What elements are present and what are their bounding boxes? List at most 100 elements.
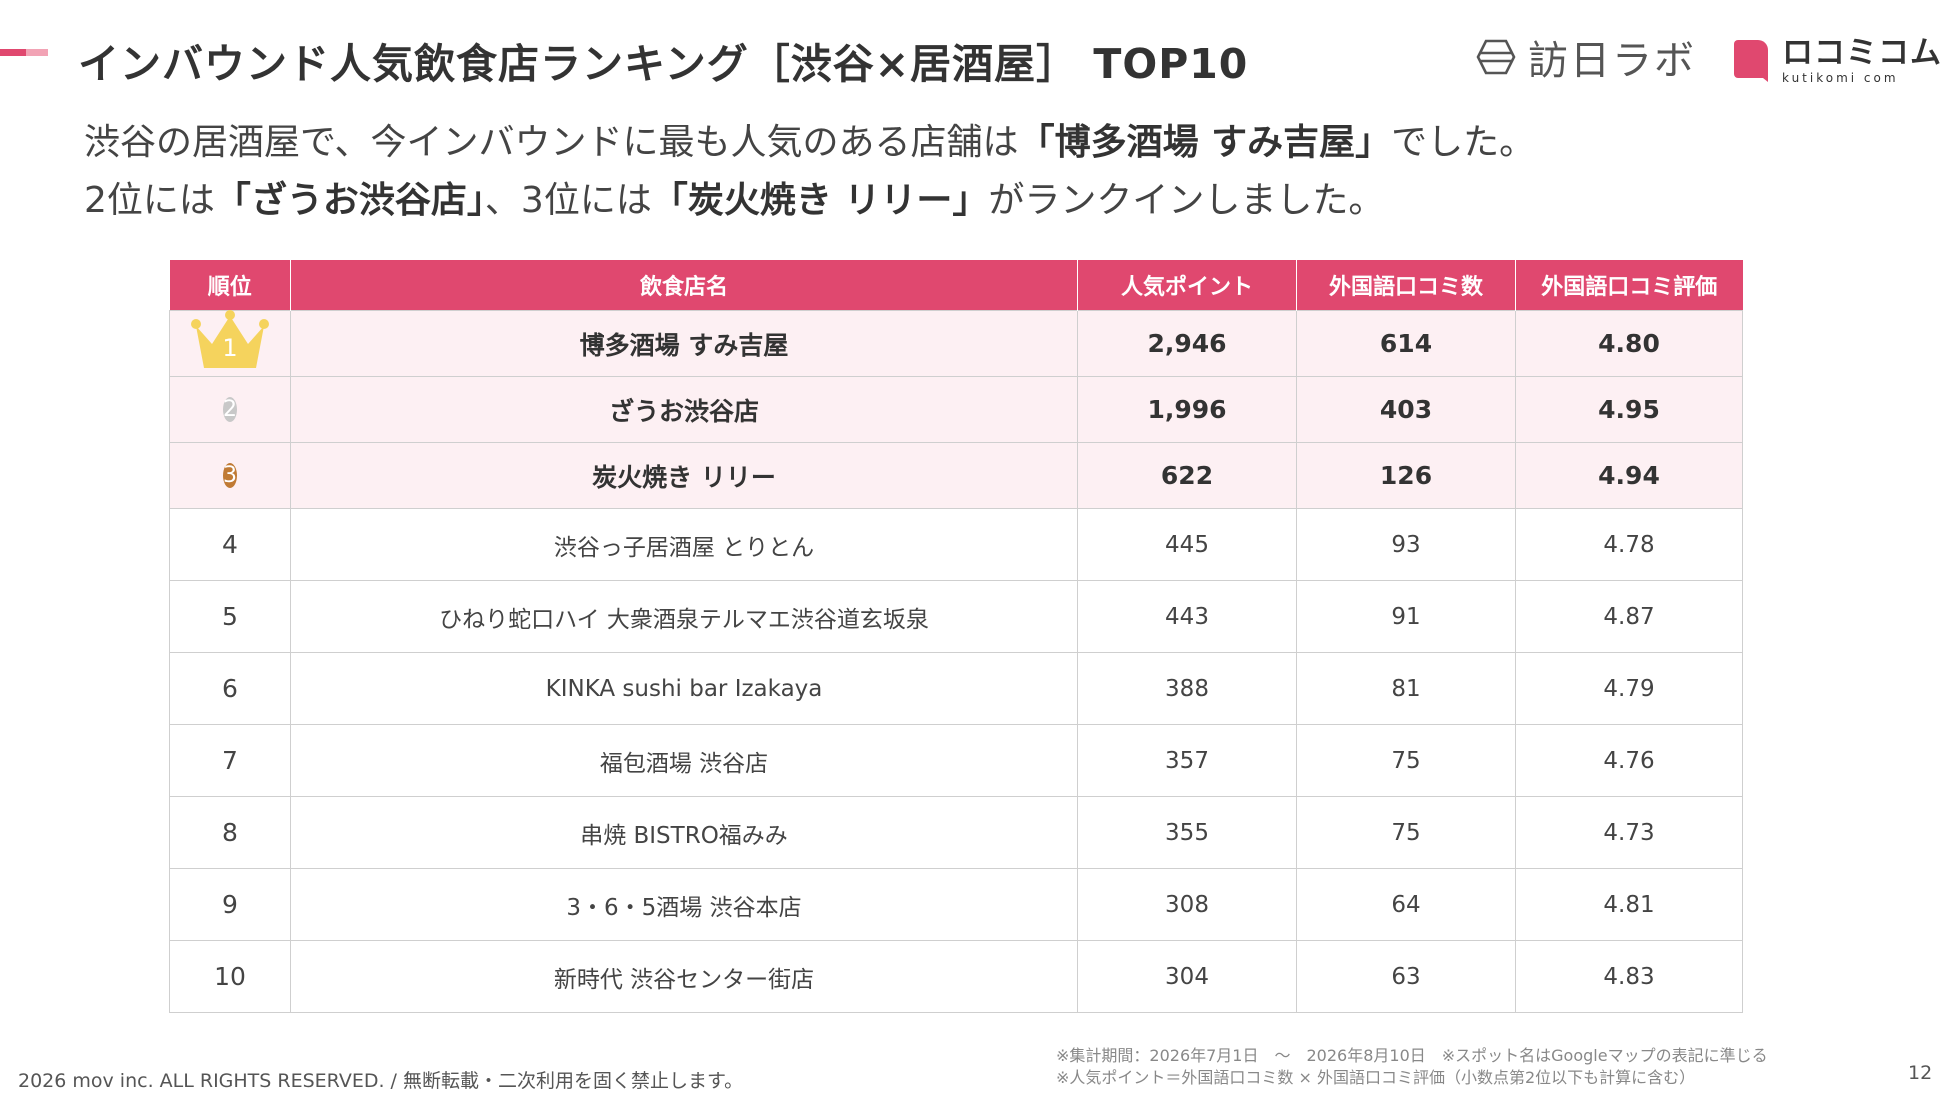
- review-rating: 4.83: [1515, 940, 1743, 1013]
- table-row: 2 ざうお渋谷店 1,996 403 4.95: [169, 376, 1743, 443]
- review-rating: 4.79: [1515, 652, 1743, 725]
- review-count: 93: [1296, 508, 1516, 581]
- copyright-text: 2026 mov inc. ALL RIGHTS RESERVED. / 無断転…: [18, 1070, 744, 1092]
- review-count: 75: [1296, 724, 1516, 797]
- popularity-points: 2,946: [1077, 310, 1297, 377]
- review-rating: 4.87: [1515, 580, 1743, 653]
- kuchikomi-logo-text: ロコミコム: [1782, 35, 1942, 71]
- lead-line-2-pre: 2位には: [84, 180, 215, 221]
- rank-number: 7: [169, 724, 291, 797]
- lead-line-1: 渋谷の居酒屋で、今インバウンドに最も人気のある店舗は「博多酒場 すみ吉屋」でした…: [84, 114, 1535, 172]
- review-rating: 4.81: [1515, 868, 1743, 941]
- restaurant-name: 福包酒場 渋谷店: [290, 724, 1078, 797]
- restaurant-name: 3・6・5酒場 渋谷本店: [290, 868, 1078, 941]
- popularity-points: 355: [1077, 796, 1297, 869]
- popularity-points: 622: [1077, 442, 1297, 509]
- lead-line-2: 2位には「ざうお渋谷店」、3位には「炭火焼き リリー」がランクインしました。: [84, 172, 1535, 230]
- popularity-points: 357: [1077, 724, 1297, 797]
- lead-line-1-post: でした。: [1391, 122, 1536, 163]
- rank-number: 9: [169, 868, 291, 941]
- page-title: インバウンド人気飲食店ランキング［渋谷×居酒屋］ TOP10: [78, 40, 1249, 88]
- title-accent-bar: [0, 49, 48, 56]
- gold-crown-icon: 1: [191, 309, 269, 372]
- rank-number: 2: [223, 396, 237, 422]
- accent-bar-dark: [0, 49, 26, 56]
- col-header-rank: 順位: [169, 260, 291, 311]
- review-rating: 4.78: [1515, 508, 1743, 581]
- rank-number: 4: [169, 508, 291, 581]
- restaurant-name: ひねり蛇口ハイ 大衆酒泉テルマエ渋谷道玄坂泉: [290, 580, 1078, 653]
- lead-line-2-mid: 、3位には: [484, 180, 652, 221]
- table-row: 9 3・6・5酒場 渋谷本店 308 64 4.81: [169, 868, 1743, 941]
- lead-line-2-highlight-1: 「ざうお渋谷店」: [214, 180, 485, 221]
- review-count: 81: [1296, 652, 1516, 725]
- restaurant-name: 渋谷っ子居酒屋 とりとん: [290, 508, 1078, 581]
- houmon-lab-logo: 訪日ラボ: [1476, 32, 1696, 84]
- review-rating: 4.76: [1515, 724, 1743, 797]
- rank-cell: 2: [169, 376, 291, 443]
- review-rating: 4.80: [1515, 310, 1743, 377]
- rank-number: 1: [222, 333, 238, 362]
- review-count: 614: [1296, 310, 1516, 377]
- rank-number: 6: [169, 652, 291, 725]
- rank-cell: 1: [169, 309, 291, 377]
- restaurant-name: 新時代 渋谷センター街店: [290, 940, 1078, 1013]
- popularity-points: 388: [1077, 652, 1297, 725]
- footnote-period: ※集計期間：2026年7月1日 〜 2026年8月10日 ※スポット名はGoog…: [1056, 1046, 1768, 1065]
- hexagon-logo-icon: [1476, 39, 1516, 75]
- footnotes: ※集計期間：2026年7月1日 〜 2026年8月10日 ※スポット名はGoog…: [1056, 1045, 1768, 1089]
- restaurant-name: 炭火焼き リリー: [290, 442, 1078, 509]
- crown-shape: [191, 309, 269, 368]
- review-count: 91: [1296, 580, 1516, 653]
- review-rating: 4.94: [1515, 442, 1743, 509]
- col-header-review-count: 外国語口コミ数: [1296, 260, 1516, 311]
- rank-number: 3: [223, 462, 237, 488]
- accent-bar-light: [26, 49, 48, 56]
- popularity-points: 443: [1077, 580, 1297, 653]
- page-number: 12: [1908, 1062, 1933, 1084]
- table-row: 1 博多酒場 すみ吉屋 2,946 614 4.80: [169, 309, 1743, 377]
- bronze-medal-icon: 3: [202, 448, 258, 504]
- footnote-points-formula: ※人気ポイント＝外国語口コミ数 × 外国語口コミ評価（小数点第2位以下も計算に含…: [1056, 1068, 1696, 1087]
- review-count: 126: [1296, 442, 1516, 509]
- review-count: 75: [1296, 796, 1516, 869]
- lead-line-1-highlight: 「博多酒場 すみ吉屋」: [1018, 122, 1392, 163]
- restaurant-name: 博多酒場 すみ吉屋: [290, 310, 1078, 377]
- restaurant-name: ざうお渋谷店: [290, 376, 1078, 443]
- col-header-name: 飲食店名: [290, 260, 1078, 311]
- review-count: 63: [1296, 940, 1516, 1013]
- table-row: 4 渋谷っ子居酒屋 とりとん 445 93 4.78: [169, 508, 1743, 581]
- kuchikomi-com-logo: ロコミコム kutikomi com: [1734, 36, 1942, 86]
- kuchikomi-logo-subtext: kutikomi com: [1782, 71, 1899, 85]
- lead-line-1-pre: 渋谷の居酒屋で、今インバウンドに最も人気のある店舗は: [84, 122, 1019, 163]
- popularity-points: 1,996: [1077, 376, 1297, 443]
- rank-number: 10: [169, 940, 291, 1013]
- table-header-row: 順位 飲食店名 人気ポイント 外国語口コミ数 外国語口コミ評価: [169, 260, 1743, 311]
- rank-cell: 3: [169, 442, 291, 509]
- rank-number: 8: [169, 796, 291, 869]
- lead-line-2-highlight-2: 「炭火焼き リリー」: [651, 180, 989, 221]
- table-row: 3 炭火焼き リリー 622 126 4.94: [169, 442, 1743, 509]
- lead-line-2-post: がランクインしました。: [988, 180, 1385, 221]
- review-count: 64: [1296, 868, 1516, 941]
- table-row: 6 KINKA sushi bar Izakaya 388 81 4.79: [169, 652, 1743, 725]
- table-row: 7 福包酒場 渋谷店 357 75 4.76: [169, 724, 1743, 797]
- silver-medal-icon: 2: [202, 382, 258, 438]
- popularity-points: 445: [1077, 508, 1297, 581]
- ranking-table: 順位 飲食店名 人気ポイント 外国語口コミ数 外国語口コミ評価 1 博多酒場: [169, 260, 1743, 1013]
- table-row: 8 串焼 BISTRO福みみ 355 75 4.73: [169, 796, 1743, 869]
- speech-bubble-logo-icon: [1734, 40, 1772, 82]
- review-count: 403: [1296, 376, 1516, 443]
- col-header-points: 人気ポイント: [1077, 260, 1297, 311]
- lead-text: 渋谷の居酒屋で、今インバウンドに最も人気のある店舗は「博多酒場 すみ吉屋」でした…: [84, 114, 1535, 230]
- table-row: 10 新時代 渋谷センター街店 304 63 4.83: [169, 940, 1743, 1013]
- review-rating: 4.95: [1515, 376, 1743, 443]
- popularity-points: 308: [1077, 868, 1297, 941]
- houmon-lab-logo-text: 訪日ラボ: [1528, 38, 1696, 84]
- rank-number: 5: [169, 580, 291, 653]
- restaurant-name: 串焼 BISTRO福みみ: [290, 796, 1078, 869]
- review-rating: 4.73: [1515, 796, 1743, 869]
- restaurant-name: KINKA sushi bar Izakaya: [290, 652, 1078, 725]
- popularity-points: 304: [1077, 940, 1297, 1013]
- col-header-review-rating: 外国語口コミ評価: [1515, 260, 1743, 311]
